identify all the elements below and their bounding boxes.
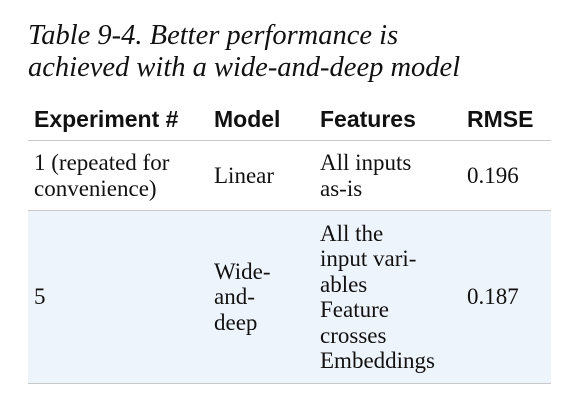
cell-experiment: 1 (repeated for convenience) xyxy=(28,140,208,211)
cell-text-line: convenience) xyxy=(34,175,157,201)
cell-text-line: Feature xyxy=(320,297,389,322)
cell-text-line: as-is xyxy=(320,175,363,201)
cell-text-line: 1 (repeated for xyxy=(34,150,170,175)
table-caption-line-2: achieved with a wide-and-deep model xyxy=(28,52,461,83)
cell-text-line: Embeddings xyxy=(320,348,435,373)
cell-experiment: 5 xyxy=(28,210,208,384)
cell-text-line: 5 xyxy=(34,284,46,310)
cell-text-line: deep xyxy=(214,309,258,335)
cell-text-line: and- xyxy=(214,284,255,310)
cell-rmse: 0.187 xyxy=(461,210,551,384)
cell-text-line: Wide- xyxy=(214,258,271,284)
cell-model: Wide- and- deep xyxy=(208,210,314,384)
cell-text-line: All the xyxy=(320,220,384,246)
cell-rmse: 0.196 xyxy=(461,140,551,211)
table-caption-line-1: Table 9-4. Better performance is xyxy=(28,20,399,51)
cell-features: All inputs as-is xyxy=(314,140,461,211)
cell-text-line: input vari- xyxy=(320,246,417,271)
cell-text-line: All inputs xyxy=(320,150,412,175)
cell-features: All the input vari- ables Feature crosse… xyxy=(314,210,461,384)
table-header-row: Experiment # Model Features RMSE xyxy=(28,99,551,141)
results-table: Experiment # Model Features RMSE 1 (repe… xyxy=(28,99,551,384)
table-row-highlighted: 5 Wide- and- deep All the input vari- ab… xyxy=(28,210,551,384)
header-experiment: Experiment # xyxy=(28,99,208,141)
cell-text-line: ables xyxy=(320,271,368,297)
header-features: Features xyxy=(314,99,461,141)
table-caption: Table 9-4. Better performance is achieve… xyxy=(28,20,558,84)
table-row: 1 (repeated for convenience) Linear All … xyxy=(28,140,551,211)
cell-text-line: Linear xyxy=(214,162,275,188)
cell-text-line: crosses xyxy=(320,322,387,348)
header-rmse: RMSE xyxy=(461,99,551,141)
header-model: Model xyxy=(208,99,314,141)
cell-model: Linear xyxy=(208,140,314,211)
